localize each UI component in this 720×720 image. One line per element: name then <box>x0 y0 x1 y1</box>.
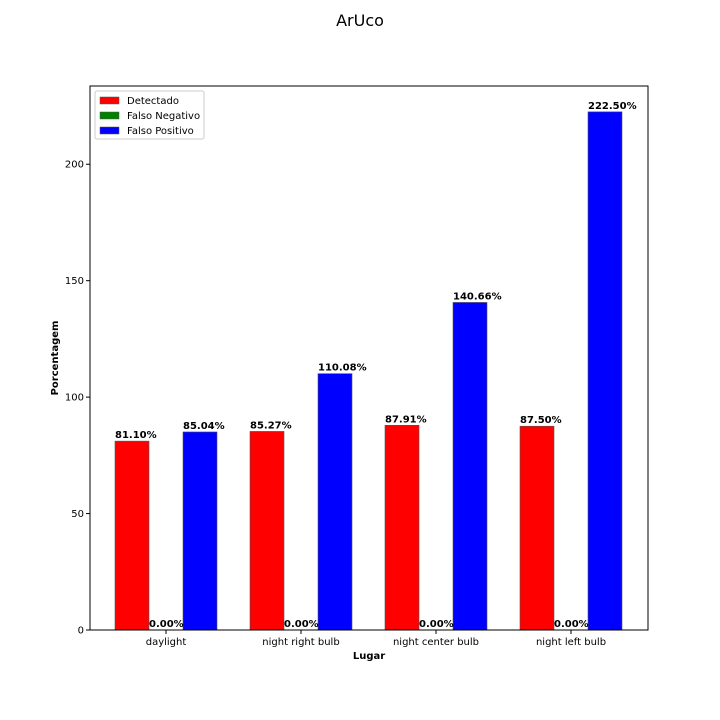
y-axis-label: Porcentagem <box>50 321 61 396</box>
bar-value-label: 0.00% <box>554 619 589 630</box>
bar-value-label: 81.10% <box>115 430 157 441</box>
bar-value-label: 0.00% <box>149 619 184 630</box>
bar <box>452 302 488 631</box>
y-tick-label: 50 <box>71 509 84 520</box>
bar <box>182 431 218 631</box>
plot-area <box>86 111 623 634</box>
y-tick-label: 150 <box>65 276 84 287</box>
bar-value-label: 87.91% <box>385 414 427 425</box>
x-tick-label: night left bulb <box>536 637 606 648</box>
y-tick-label: 100 <box>65 393 84 404</box>
legend-entry: Falso Positivo <box>127 126 194 137</box>
legend-swatch <box>99 111 120 120</box>
x-tick-label: daylight <box>146 637 187 648</box>
x-tick-label: night right bulb <box>262 637 339 648</box>
legend: Detectado Falso Negativo Falso Positivo <box>94 90 205 140</box>
bar <box>317 373 353 631</box>
bar-value-label: 87.50% <box>520 415 562 426</box>
legend-entry: Detectado <box>127 96 179 107</box>
bar-value-label: 110.08% <box>318 363 367 374</box>
y-tick-label: 0 <box>78 626 84 637</box>
bar <box>384 424 420 631</box>
x-tick-label: night center bulb <box>393 637 479 648</box>
bar <box>587 111 623 631</box>
y-tick-label: 200 <box>65 160 84 171</box>
bar-value-label: 85.27% <box>250 420 292 431</box>
bar <box>249 431 285 631</box>
bar-value-label: 85.04% <box>183 421 225 432</box>
legend-swatch <box>99 96 120 105</box>
bar-value-label: 0.00% <box>419 619 454 630</box>
plot-frame <box>89 85 649 631</box>
bar-value-label: 0.00% <box>284 619 319 630</box>
bar <box>519 425 555 631</box>
bar-value-label: 140.66% <box>453 291 502 302</box>
bar <box>114 440 150 631</box>
chart-title: ArUco <box>336 11 384 30</box>
bar-value-label: 222.50% <box>588 101 637 112</box>
legend-swatch <box>99 126 120 135</box>
legend-box <box>94 90 205 140</box>
legend-entry: Falso Negativo <box>127 111 200 122</box>
x-axis-label: Lugar <box>353 651 385 662</box>
